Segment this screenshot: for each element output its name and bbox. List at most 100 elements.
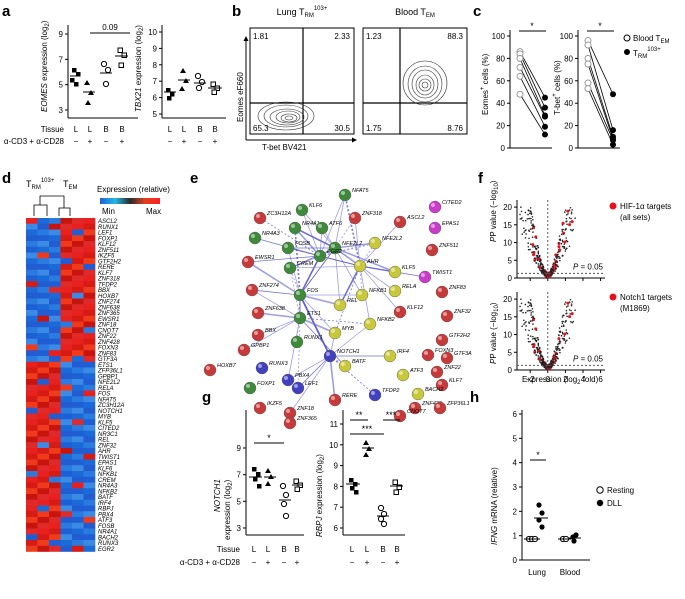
heatmap-cell <box>72 436 84 443</box>
gene-point <box>541 358 543 361</box>
tissue-cell: L <box>168 125 173 134</box>
heatmap-cell <box>37 338 50 345</box>
gene-point <box>553 262 555 265</box>
node-circle <box>440 309 454 323</box>
node-circle <box>281 373 295 387</box>
gene-point <box>528 217 530 220</box>
highlighted-gene-point <box>568 223 572 227</box>
gene-point <box>558 327 561 329</box>
tick-label: 2 <box>513 507 518 516</box>
heatmap-cell <box>37 407 50 414</box>
significance-star: * <box>267 433 271 443</box>
panel-a-condition-table: Tissue α-CD3 + α-CD28 L L B B − + − + L … <box>4 125 218 146</box>
node-label: ETS1 <box>307 311 321 317</box>
ylabel-sub: 2 <box>45 23 51 27</box>
node-label: MYB <box>342 326 354 332</box>
heatmap-cell <box>26 287 38 294</box>
gene-label: RUNX3 <box>98 541 119 547</box>
legend-dll: DLL <box>607 499 622 508</box>
network-edge <box>299 294 341 306</box>
heatmap-cell <box>72 292 84 299</box>
gene-point <box>544 274 546 277</box>
heatmap-cell <box>37 402 50 409</box>
heatmap-cell <box>72 264 84 271</box>
heatmap-cell <box>49 229 61 236</box>
gene-label: HOXB7 <box>98 294 119 300</box>
network-node: ZNF318 <box>348 211 383 225</box>
heatmap-cell <box>83 264 96 271</box>
heatmap-cell <box>72 218 84 225</box>
gene-point <box>536 336 539 339</box>
node-highlight <box>206 366 210 370</box>
node-circle <box>255 361 269 375</box>
point <box>210 81 216 87</box>
ylabel-rest: expression (log <box>223 486 232 540</box>
heatmap-cell <box>49 407 61 414</box>
stim-row-label: α-CD3 + α-CD28 <box>4 137 65 146</box>
heatmap-cell <box>83 545 96 552</box>
heatmap-cell <box>60 505 73 512</box>
heatmap-cell <box>49 344 61 351</box>
heatmap-cell <box>49 218 61 225</box>
ylabel-text: P value (−log <box>489 312 498 359</box>
gene-label: EPAS1 <box>98 461 117 467</box>
point <box>256 472 261 477</box>
panel-a-right-ylabel: TBX21 expression (log2) <box>134 25 145 112</box>
network-node: EWSR1 <box>241 255 275 269</box>
panel-a-label: a <box>2 3 11 20</box>
gene-label: AHR <box>97 449 111 455</box>
gene-point <box>530 222 532 224</box>
gene-point <box>526 310 529 312</box>
gene-point <box>531 328 534 330</box>
node-highlight <box>443 312 447 316</box>
node-highlight <box>318 224 322 228</box>
node-circle <box>237 343 251 357</box>
node-circle <box>435 333 449 347</box>
panel-d: d TRM103+ TEM Expression (relative) Min … <box>2 170 170 553</box>
panel-h-ylabel: IFNG mRNA (relative) <box>490 467 499 545</box>
y-ticks: 0 20 40 60 80 100 <box>560 32 578 153</box>
gene-label: BACH2 <box>98 535 119 541</box>
heatmap-cell <box>49 304 61 311</box>
gene-point <box>537 347 539 349</box>
heatmap-cell <box>26 367 38 374</box>
stim-cell: − <box>282 558 287 567</box>
heatmap-cell <box>26 384 38 391</box>
node-label: CITED2 <box>442 200 462 206</box>
gene-point <box>530 309 532 312</box>
gene-point <box>537 251 540 254</box>
point <box>179 86 185 91</box>
node-label: NFKB1 <box>369 288 387 294</box>
node-circle <box>283 261 297 275</box>
point <box>252 467 257 472</box>
point <box>117 47 123 53</box>
tick-label: 0 <box>569 144 574 153</box>
network-edge <box>329 323 371 357</box>
point <box>280 500 288 508</box>
heatmap-cell <box>72 327 84 334</box>
gene-point <box>530 217 532 220</box>
network-node: CREM <box>283 261 314 275</box>
gene-point <box>571 209 573 211</box>
node-circle <box>295 203 309 217</box>
node-label: KLF12 <box>407 305 423 311</box>
gene-point <box>537 342 540 345</box>
significance-star: ** <box>355 410 363 420</box>
gene-point <box>542 358 545 361</box>
heatmap-cell <box>37 350 50 357</box>
heatmap-cell <box>26 540 38 547</box>
gene-point <box>565 329 567 331</box>
point <box>195 84 203 92</box>
gene-point <box>563 247 565 250</box>
tick-label: 5 <box>153 110 158 119</box>
heatmap-cell <box>60 235 73 242</box>
gene-point <box>529 248 531 251</box>
panel-e: e NFAT5 KLF6 CITED2 ZC3H12A NR4A1 ATF6 ZNF318 A… <box>190 170 472 430</box>
heatmap-cell <box>83 402 96 409</box>
heatmap-cell <box>83 413 96 420</box>
gene-point <box>565 305 568 308</box>
point <box>293 478 299 484</box>
heatmap-cell <box>72 545 84 552</box>
network-node: NFKB2 <box>363 317 395 331</box>
heatmap-cell <box>83 419 96 426</box>
